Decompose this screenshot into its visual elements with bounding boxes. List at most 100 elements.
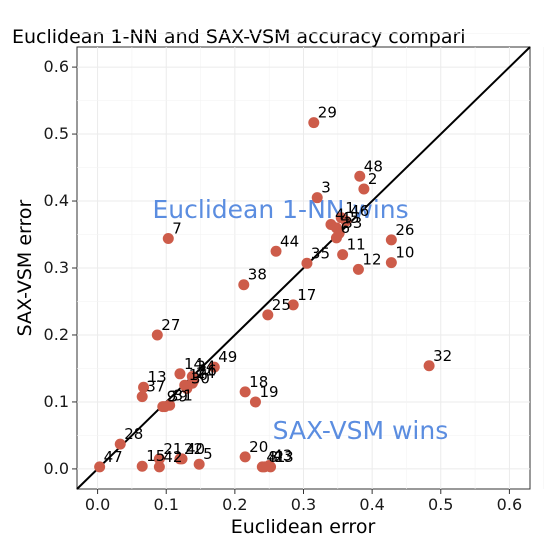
- y-axis-ticks: 0.0 0.1 0.2 0.3 0.4 0.5 0.6: [44, 57, 77, 478]
- data-point: [208, 361, 220, 373]
- data-point: [385, 234, 397, 246]
- point-label: 45: [340, 209, 359, 227]
- x-tick-label: 0.6: [497, 495, 522, 514]
- data-point: [239, 386, 251, 398]
- y-tick-label: 0.5: [44, 124, 69, 143]
- data-point: [311, 192, 323, 204]
- point-label: 12: [362, 250, 381, 268]
- point-label: 9: [167, 388, 177, 406]
- data-point: [423, 360, 435, 372]
- point-label: 3: [321, 179, 331, 197]
- data-point: [159, 401, 171, 413]
- data-point: [337, 249, 349, 261]
- data-point: [136, 460, 148, 472]
- data-point: [352, 263, 364, 275]
- point-label: 16: [189, 366, 208, 384]
- x-tick-label: 0.0: [85, 495, 110, 514]
- data-point: [308, 117, 320, 129]
- data-point: [174, 368, 186, 380]
- x-tick-label: 0.5: [428, 495, 453, 514]
- data-point: [249, 396, 261, 408]
- point-label: 2: [368, 170, 378, 188]
- data-point: [238, 279, 250, 291]
- x-axis-title: Euclidean error: [231, 516, 376, 538]
- point-label: 28: [124, 425, 143, 443]
- point-label: 14: [184, 355, 203, 373]
- point-label: 30: [191, 370, 210, 388]
- point-label: 31: [174, 386, 193, 404]
- data-point: [176, 453, 188, 465]
- data-point: [188, 375, 200, 387]
- point-label: 41: [266, 448, 285, 466]
- data-point: [263, 460, 275, 472]
- point-label: 25: [272, 296, 291, 314]
- y-tick-label: 0.2: [44, 325, 69, 344]
- point-label: 22: [184, 440, 203, 458]
- data-point: [138, 381, 150, 393]
- point-label: 11: [347, 236, 366, 254]
- y-tick-label: 0.3: [44, 258, 69, 277]
- annotations: Euclidean 1-NN wins SAX-VSM wins: [153, 195, 449, 445]
- x-tick-label: 0.1: [154, 495, 179, 514]
- point-label: 1: [345, 199, 355, 217]
- point-label: 46: [350, 202, 369, 220]
- data-points: [94, 117, 435, 473]
- point-label: 18: [249, 373, 268, 391]
- data-point: [301, 257, 313, 269]
- data-point: [162, 233, 174, 245]
- point-label: 20: [249, 438, 268, 456]
- point-label: 34: [196, 357, 215, 375]
- chart-title: Euclidean 1-NN and SAX-VSM accuracy comp…: [12, 26, 466, 48]
- x-tick-label: 0.2: [222, 495, 247, 514]
- point-label: 10: [395, 244, 414, 262]
- point-label: 15: [146, 447, 165, 465]
- point-label: 35: [311, 244, 330, 262]
- point-label: 6: [340, 219, 350, 237]
- y-tick-label: 0.1: [44, 392, 69, 411]
- data-point: [354, 170, 366, 182]
- y-tick-label: 0.4: [44, 191, 69, 210]
- point-label: 48: [364, 157, 383, 175]
- data-point: [340, 215, 352, 227]
- data-point: [153, 461, 165, 473]
- point-label: 32: [433, 347, 452, 365]
- point-label: 21: [163, 440, 182, 458]
- data-point: [181, 383, 193, 395]
- data-point: [262, 309, 274, 321]
- point-label: 19: [259, 383, 278, 401]
- point-label: 27: [161, 316, 180, 334]
- point-label: 47: [104, 448, 123, 466]
- point-label: 44: [280, 232, 299, 250]
- point-label: 42: [163, 448, 182, 466]
- point-label: 37: [146, 378, 165, 396]
- point-label: 17: [297, 286, 316, 304]
- point-label: 23: [275, 448, 294, 466]
- y-axis-title: SAX-VSM error: [14, 199, 36, 336]
- annotation-label: Euclidean 1-NN wins: [153, 195, 409, 224]
- point-label: 5: [203, 445, 213, 463]
- point-label: 26: [395, 221, 414, 239]
- y-tick-label: 0.6: [44, 57, 69, 76]
- point-label: 49: [218, 348, 237, 366]
- data-point: [151, 329, 163, 341]
- data-point: [193, 458, 205, 470]
- data-point: [136, 391, 148, 403]
- x-axis-ticks: 0.0 0.1 0.2 0.3 0.4 0.5 0.6: [85, 489, 522, 514]
- point-label: 13: [148, 368, 167, 386]
- data-point: [239, 451, 251, 463]
- data-point: [94, 461, 106, 473]
- reference-line: [76, 46, 531, 490]
- point-label: 33: [343, 214, 362, 232]
- y-tick-label: 0.0: [44, 459, 69, 478]
- point-label: 29: [318, 104, 337, 122]
- point-label: 36: [198, 362, 217, 380]
- x-tick-label: 0.3: [291, 495, 316, 514]
- data-point: [270, 245, 282, 257]
- data-point: [385, 257, 397, 269]
- data-point: [330, 222, 342, 234]
- point-label: 4: [335, 205, 345, 223]
- data-point: [287, 299, 299, 311]
- annotation-label: SAX-VSM wins: [273, 416, 449, 445]
- point-label: 8: [268, 448, 278, 466]
- data-point: [358, 183, 370, 195]
